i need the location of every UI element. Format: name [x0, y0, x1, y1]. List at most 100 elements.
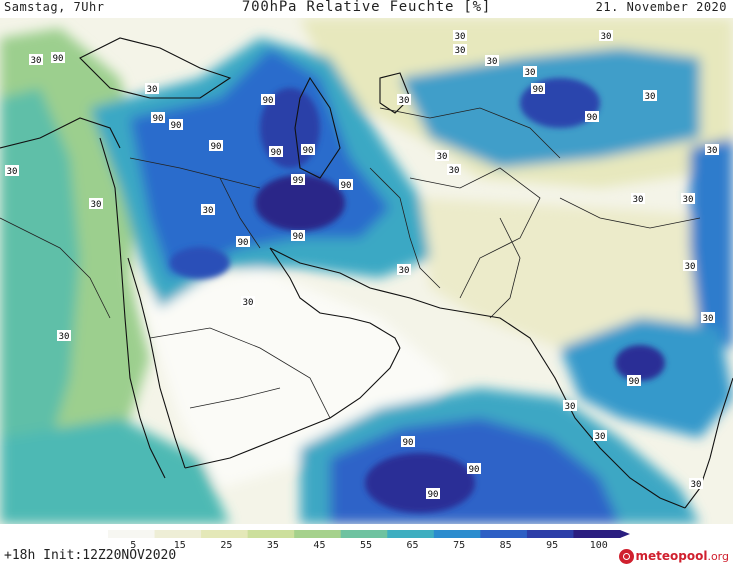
legend-swatch [433, 530, 481, 538]
footer: 5 15 25 35 45 55 65 75 85 95 100 +18h Init:12Z20NO… [0, 524, 733, 566]
field-low-south-india [420, 198, 733, 348]
svg-text:30: 30 [437, 152, 448, 162]
contour-label: 30 [523, 66, 537, 78]
field-southwest [0, 418, 230, 524]
svg-text:30: 30 [691, 480, 702, 490]
svg-text:90: 90 [171, 121, 182, 131]
contour-label: 30 [89, 198, 103, 210]
svg-text:30: 30 [683, 195, 694, 205]
svg-text:90: 90 [403, 438, 414, 448]
humidity-field [0, 18, 733, 524]
contour-labels: 90 30 30 90 90 90 90 90 90 99 90 90 90 3… [5, 30, 719, 500]
contour-label: 90 [301, 144, 315, 156]
contour-label: 90 [401, 436, 415, 448]
svg-text:30: 30 [399, 266, 410, 276]
contour-label: 30 [57, 330, 71, 342]
svg-text:90: 90 [271, 148, 282, 158]
contour-label: 90 [51, 52, 65, 64]
contour-label: 30 [485, 55, 499, 67]
core-bengal [615, 345, 665, 381]
contour-label: 90 [585, 111, 599, 123]
contour-label: 30 [435, 150, 449, 162]
border-iraq-iran [219, 177, 261, 249]
svg-text:90: 90 [469, 465, 480, 475]
init-time-label: +18h Init:12Z20NOV2020 [4, 548, 177, 563]
contour-label: 30 [145, 83, 159, 95]
svg-text:30: 30 [703, 314, 714, 324]
legend-swatch [480, 530, 528, 538]
svg-text:30: 30 [565, 402, 576, 412]
header: Samstag, 7Uhr 700hPa Relative Feuchte [%… [0, 0, 733, 18]
contour-label: 90 [467, 463, 481, 475]
coast-black-sea [79, 37, 232, 99]
svg-text:90: 90 [211, 142, 222, 152]
svg-text:30: 30 [685, 262, 696, 272]
svg-text:30: 30 [59, 332, 70, 342]
contour-label: 90 [261, 94, 275, 106]
contour-label: 30 [241, 296, 255, 308]
legend-swatch [526, 530, 574, 538]
humidity-map: 90 30 30 90 90 90 90 90 90 99 90 90 90 3… [0, 18, 733, 524]
core-arabian-sea [365, 453, 475, 513]
contour-label: 90 [291, 230, 305, 242]
brand-tld: .org [707, 549, 729, 563]
coast-india-east [684, 377, 733, 509]
contour-label: 90 [627, 375, 641, 387]
coast-arabia-west [127, 257, 186, 469]
brand-icon [618, 548, 634, 564]
svg-text:90: 90 [533, 85, 544, 95]
legend-arrow [620, 530, 630, 538]
legend-label: 15 [174, 540, 186, 548]
svg-text:30: 30 [91, 200, 102, 210]
legend-swatch [154, 530, 202, 538]
legend-label: 75 [453, 540, 465, 548]
svg-text:30: 30 [595, 432, 606, 442]
legend-labels: 5 15 25 35 45 55 65 75 85 95 100 [130, 540, 608, 548]
contour-label: 30 [683, 260, 697, 272]
contour-label: 30 [29, 54, 43, 66]
contour-label: 30 [453, 30, 467, 42]
legend-label: 55 [360, 540, 372, 548]
legend-bars [108, 530, 630, 538]
border-iran-afghan [369, 167, 441, 289]
legend-label: 45 [313, 540, 325, 548]
border-india-nepal [559, 197, 701, 229]
legend-label: 65 [407, 540, 419, 548]
svg-text:90: 90 [341, 181, 352, 191]
svg-text:90: 90 [587, 113, 598, 123]
svg-text:30: 30 [633, 195, 644, 205]
svg-text:30: 30 [455, 32, 466, 42]
contour-label: 90 [236, 236, 250, 248]
svg-text:90: 90 [428, 490, 439, 500]
legend-label: 95 [546, 540, 558, 548]
svg-text:30: 30 [449, 166, 460, 176]
brand-logo: meteopool .org [618, 548, 729, 564]
borders [0, 107, 701, 419]
svg-text:90: 90 [153, 114, 164, 124]
core-iran [255, 175, 345, 231]
svg-text:30: 30 [525, 68, 536, 78]
svg-text:90: 90 [238, 238, 249, 248]
svg-text:90: 90 [263, 96, 274, 106]
map-title: 700hPa Relative Feuchte [%] [241, 0, 492, 15]
contour-label: 30 [397, 94, 411, 106]
coast-caspian [294, 76, 341, 179]
contour-label: 30 [447, 164, 461, 176]
contour-label: 30 [397, 264, 411, 276]
contour-label: 30 [5, 165, 19, 177]
contour-label: 90 [531, 83, 545, 95]
coast-mediterranean [0, 117, 121, 149]
legend-swatch [387, 530, 435, 538]
coast-iran-south [269, 247, 471, 314]
legend-swatch [294, 530, 342, 538]
svg-text:30: 30 [399, 96, 410, 106]
contour-label: 30 [631, 193, 645, 205]
svg-text:30: 30 [31, 56, 42, 66]
forecast-date-label: 21. November 2020 [595, 0, 727, 14]
legend-swatch [247, 530, 295, 538]
coastlines [0, 37, 733, 509]
contour-label: 90 [269, 146, 283, 158]
contour-label: 30 [705, 144, 719, 156]
contour-label: 99 [291, 174, 305, 186]
svg-text:90: 90 [629, 377, 640, 387]
